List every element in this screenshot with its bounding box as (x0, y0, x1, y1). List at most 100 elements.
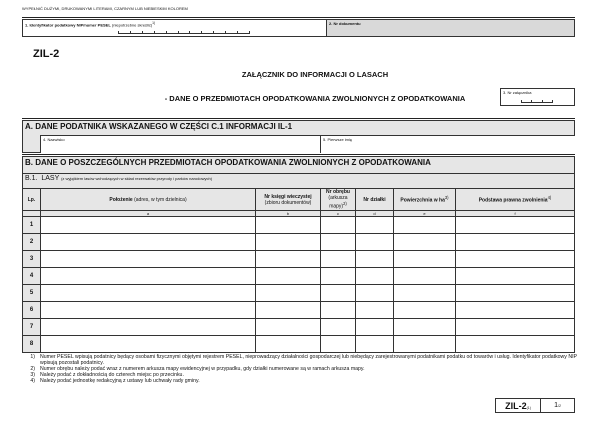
col-legal-basis: Podstawa prawna zwolnienia4) (455, 188, 575, 211)
table-row: 6 (22, 301, 575, 319)
row-number: 7 (22, 318, 41, 336)
cell-location[interactable] (40, 318, 256, 336)
cell-plot[interactable] (355, 301, 394, 319)
field-label: 2. Nr dokumentu (329, 21, 361, 26)
cell-plot[interactable] (355, 335, 394, 353)
page-subtitle: - DANE O PRZEDMIOTACH OPODATKOWANIA ZWOL… (164, 94, 466, 103)
cell-plot[interactable] (355, 233, 394, 251)
table-row: 7 (22, 318, 575, 336)
table-row: 8 (22, 335, 575, 353)
footnote: 1) Numer PESEL wpisują podatnicy będący o… (30, 354, 577, 366)
cell-precinct[interactable] (320, 250, 356, 268)
table-row: 4 (22, 267, 575, 285)
section-b: B. DANE O POSZCZEGÓLNYCH PRZEDMIOTACH OP… (22, 156, 575, 189)
cell-location[interactable] (40, 216, 256, 234)
attachment-number-field[interactable]: 3. Nr załącznika (500, 88, 575, 106)
cell-plot[interactable] (355, 318, 394, 336)
cell-precinct[interactable] (320, 216, 356, 234)
cell-precinct[interactable] (320, 284, 356, 302)
footer-version: (1) (526, 406, 531, 410)
cell-land-register[interactable] (255, 335, 321, 353)
surname-field[interactable]: 4. Nazwisko (41, 136, 321, 153)
row-number: 3 (22, 250, 41, 268)
digit-comb (118, 31, 250, 34)
table-row: 5 (22, 284, 575, 302)
table-row: 3 (22, 250, 575, 268)
cell-land-register[interactable] (255, 301, 321, 319)
footer-code: ZIL-2 (505, 401, 527, 411)
cell-location[interactable] (40, 335, 256, 353)
row-number: 2 (22, 233, 41, 251)
col-plot: Nr działki (355, 188, 394, 211)
cell-area[interactable] (393, 267, 456, 285)
cell-legal-basis[interactable] (455, 250, 575, 268)
cell-precinct[interactable] (320, 233, 356, 251)
field-hint: (niepotrzebne skreślić) (111, 22, 153, 28)
footnote: 4) Należy podać jednostkę redakcyjną z us… (30, 378, 200, 384)
cell-land-register[interactable] (255, 233, 321, 251)
section-b-title: B. DANE O POSZCZEGÓLNYCH PRZEDMIOTACH OP… (23, 157, 574, 174)
cell-legal-basis[interactable] (455, 233, 575, 251)
document-number-field: 2. Nr dokumentu (326, 19, 575, 37)
b1-title: LASY (41, 175, 60, 182)
page-number: 1 (554, 402, 558, 409)
cell-land-register[interactable] (255, 267, 321, 285)
cell-land-register[interactable] (255, 216, 321, 234)
col-precinct: Nr obrębu (arkusza mapy)2) (320, 188, 356, 211)
forests-table: Lp. Położenie (adres, w tym dzielnica) N… (22, 188, 575, 353)
column-letters: a b c d e f (22, 210, 575, 217)
cell-precinct[interactable] (320, 267, 356, 285)
cell-plot[interactable] (355, 267, 394, 285)
cell-location[interactable] (40, 284, 256, 302)
row-number: 4 (22, 267, 41, 285)
cell-precinct[interactable] (320, 318, 356, 336)
section-b1-header: B.1. LASY (z wyjątkiem lasów wchodzących… (23, 174, 574, 183)
cell-plot[interactable] (355, 250, 394, 268)
cell-plot[interactable] (355, 284, 394, 302)
cell-legal-basis[interactable] (455, 335, 575, 353)
cell-plot[interactable] (355, 216, 394, 234)
footnote: 2) Numer obrębu należy podać wraz z numer… (30, 366, 365, 372)
nip-pesel-field[interactable]: 1. Identyfikator podatkowy NIP/numer PES… (22, 19, 327, 37)
cell-legal-basis[interactable] (455, 267, 575, 285)
cell-area[interactable] (393, 301, 456, 319)
cell-precinct[interactable] (320, 301, 356, 319)
divider (22, 118, 575, 119)
cell-area[interactable] (393, 233, 456, 251)
field-label: 1. Identyfikator podatkowy NIP/numer PES… (25, 22, 111, 28)
cell-legal-basis[interactable] (455, 318, 575, 336)
cell-area[interactable] (393, 250, 456, 268)
cell-area[interactable] (393, 318, 456, 336)
b1-code: B.1. (25, 175, 38, 182)
footer-form-id: ZIL-2(1) 1/2 (495, 398, 575, 413)
section-a-title: A. DANE PODATNIKA WSKAZANEGO W CZĘŚCI C.… (25, 122, 293, 131)
cell-legal-basis[interactable] (455, 284, 575, 302)
cell-location[interactable] (40, 250, 256, 268)
first-name-field[interactable]: 5. Pierwsze imię (323, 137, 353, 142)
cell-area[interactable] (393, 284, 456, 302)
cell-area[interactable] (393, 216, 456, 234)
form-code: ZIL-2 (33, 48, 60, 60)
col-location: Położenie (adres, w tym dzielnica) (40, 188, 256, 211)
page-total: /2 (557, 404, 561, 408)
digit-comb (521, 100, 553, 103)
cell-legal-basis[interactable] (455, 301, 575, 319)
divider (22, 154, 575, 155)
row-number: 6 (22, 301, 41, 319)
b1-note: (z wyjątkiem lasów wchodzących w skład r… (61, 176, 213, 181)
cell-location[interactable] (40, 233, 256, 251)
cell-legal-basis[interactable] (455, 216, 575, 234)
cell-land-register[interactable] (255, 284, 321, 302)
cell-location[interactable] (40, 301, 256, 319)
row-number: 8 (22, 335, 41, 353)
col-lp: Lp. (22, 188, 41, 211)
cell-location[interactable] (40, 267, 256, 285)
table-row: 2 (22, 233, 575, 251)
col-land-register: Nr księgi wieczystej (zbioru dokumentów) (255, 188, 321, 211)
cell-land-register[interactable] (255, 318, 321, 336)
cell-precinct[interactable] (320, 335, 356, 353)
field-label: 3. Nr załącznika (503, 90, 532, 95)
footnote: 3) Należy podać z dokładnością do czterec… (30, 372, 184, 378)
cell-land-register[interactable] (255, 250, 321, 268)
cell-area[interactable] (393, 335, 456, 353)
